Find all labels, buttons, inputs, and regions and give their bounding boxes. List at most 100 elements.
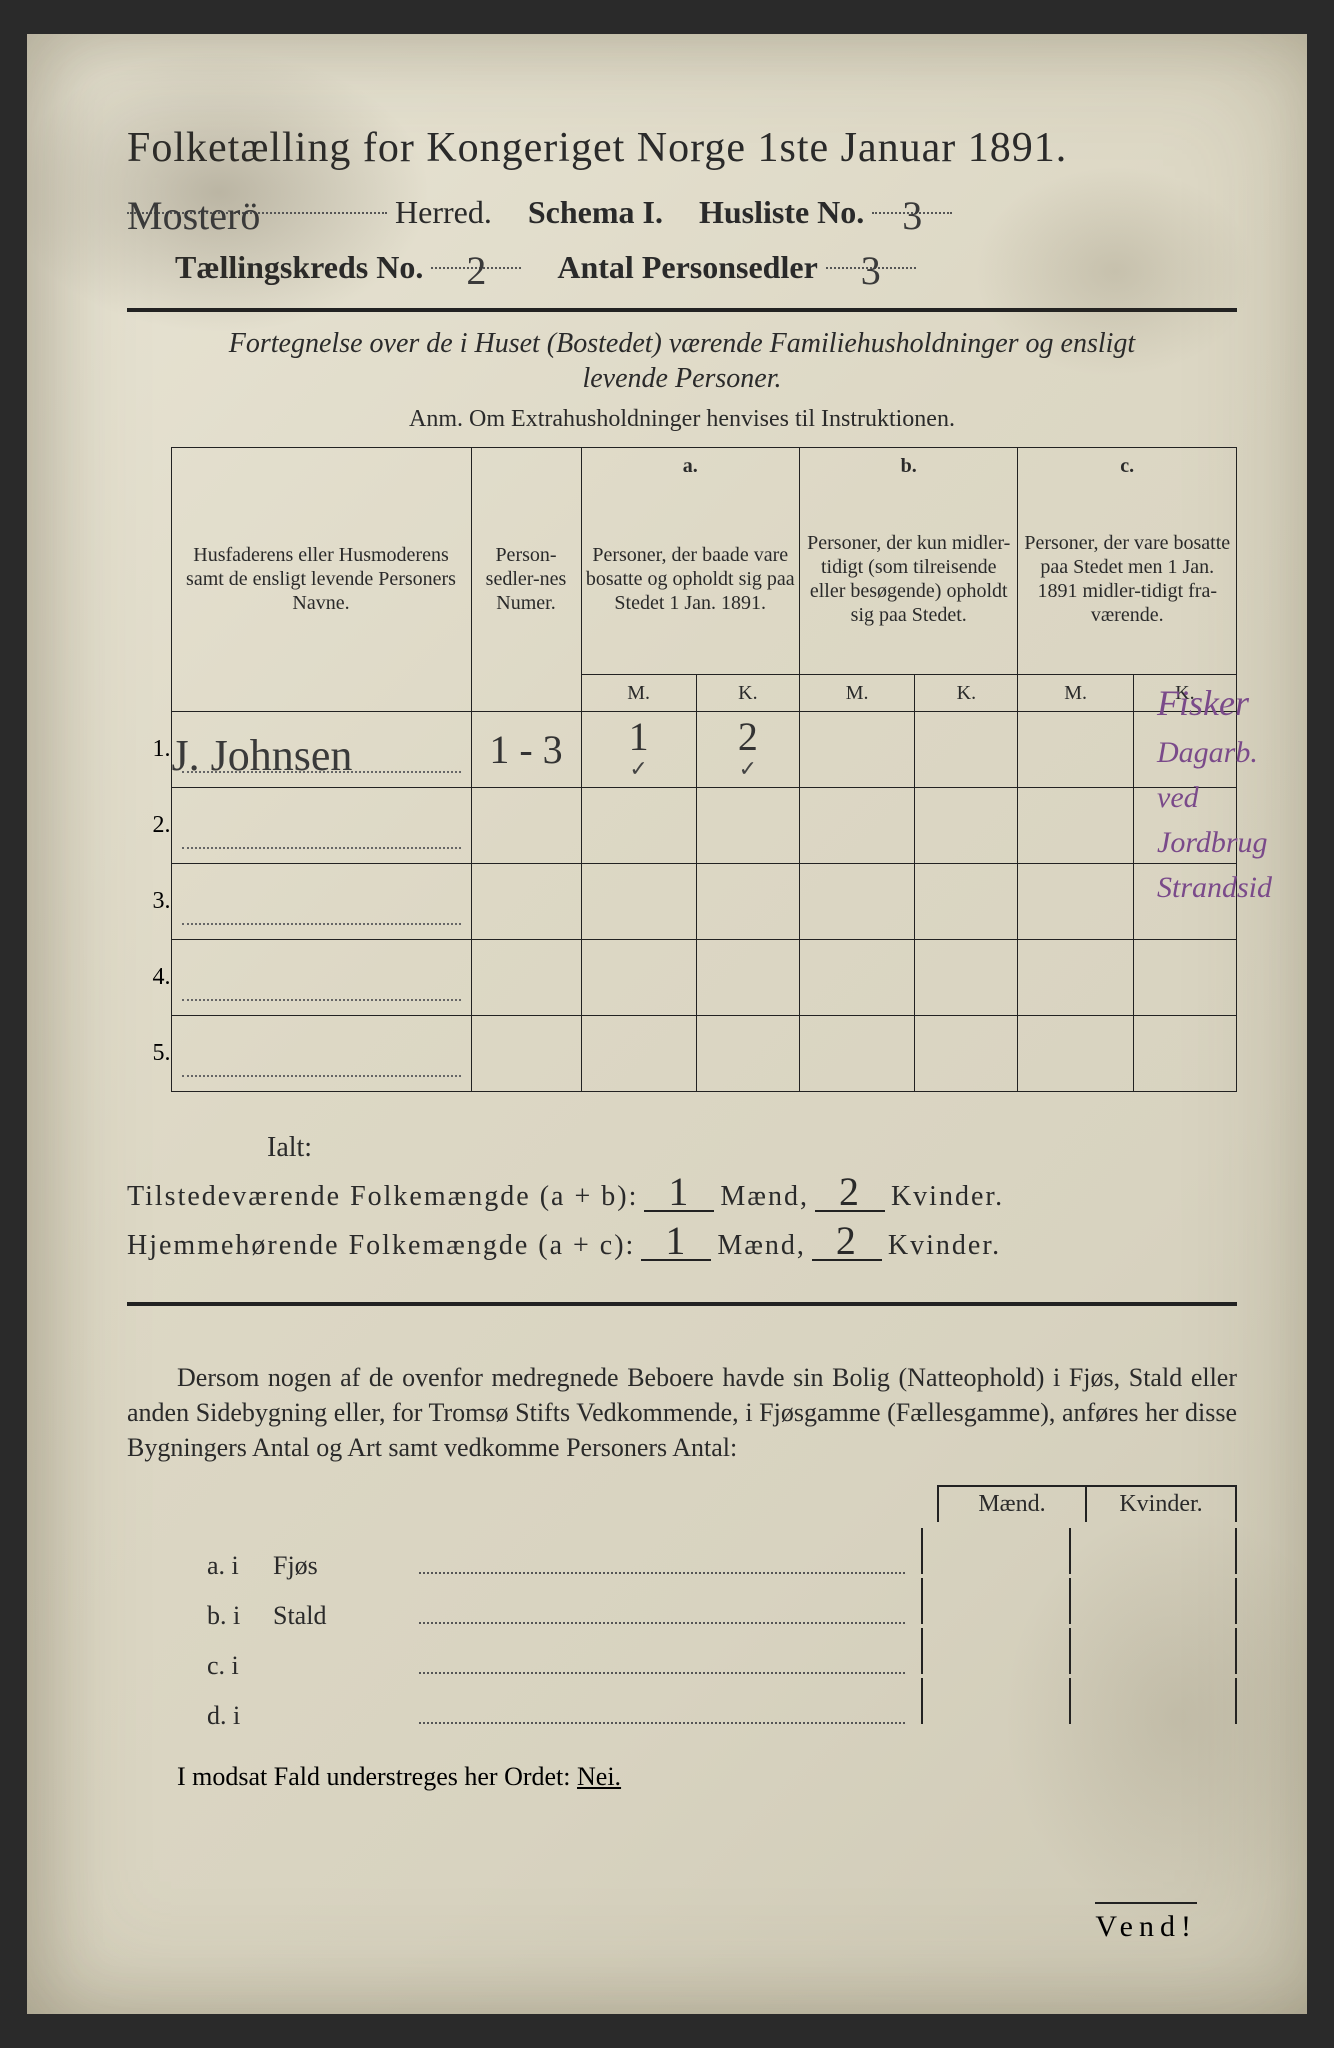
bh-maend: Mænd. [937,1485,1087,1522]
kreds-label: Tællingskreds No. [175,249,423,286]
kvinder-label: Kvinder. [891,1181,1004,1213]
vend-label: Vend! [1095,1902,1197,1944]
building-row: c. i [207,1628,1237,1678]
col-a-k: K. [696,674,799,711]
anm-note: Anm. Om Extrahusholdninger henvises til … [127,406,1237,433]
antal-label: Antal Personsedler [557,249,817,286]
col-a-m: M. [581,674,696,711]
totals-section: Ialt: Tilstedeværende Folkemængde (a + b… [127,1132,1237,1262]
building-k [1087,1628,1237,1674]
building-m [921,1578,1071,1624]
cell-ak [696,787,799,863]
name-cell [171,863,471,939]
maend-label: Mænd, [720,1181,809,1213]
header-row-2: Tællingskreds No. 2 Antal Personsedler 3 [127,241,1237,286]
building-lbl: a. i [207,1551,257,1581]
building-k [1087,1578,1237,1624]
person-numbers [471,787,581,863]
cell-ak: 2✓ [696,711,799,787]
antal-value: 3 [861,248,881,293]
cell-bk [915,863,1018,939]
cell-am [581,939,696,1015]
name-cell [171,939,471,1015]
cell-bm [799,711,914,787]
dotted-line [419,1656,905,1674]
building-m [921,1678,1071,1724]
col-names: Husfaderens eller Husmoderens samt de en… [171,448,471,712]
margin-dagarb: Dagarb. [1157,730,1287,775]
row-number: 1. [127,711,171,787]
table-row: 5. [127,1015,1237,1091]
col-c-top: c. [1018,448,1237,485]
building-k [1087,1678,1237,1724]
totals-row1-label: Tilstedeværende Folkemængde (a + b): [127,1181,638,1213]
maend-label-2: Mænd, [717,1230,806,1262]
building-header: Mænd. Kvinder. [207,1485,1237,1522]
cell-am [581,863,696,939]
col-c-m: M. [1018,674,1133,711]
building-row: b. i Stald [207,1578,1237,1628]
totals-row-2: Hjemmehørende Folkemængde (a + c): 1 Mæn… [127,1223,1237,1262]
cell-ak [696,939,799,1015]
building-lbl: c. i [207,1651,257,1681]
building-row: a. iFjøs [207,1528,1237,1578]
cell-bk [915,711,1018,787]
name-cell: J. Johnsen [171,711,471,787]
modsat-nei: Nei. [577,1762,621,1791]
col-b-k: K. [915,674,1018,711]
cell-ck [1133,1015,1236,1091]
census-table: Husfaderens eller Husmoderens samt de en… [127,447,1237,1092]
cell-cm [1018,1015,1133,1091]
cell-ak [696,1015,799,1091]
table-row: 1.J. Johnsen1 - 31✓2✓ [127,711,1237,787]
col-person: Person-sedler-nes Numer. [471,448,581,712]
bh-kvinder: Kvinder. [1087,1485,1237,1522]
dotted-line [419,1556,905,1574]
divider-2 [127,1302,1237,1306]
building-lbl: d. i [207,1701,257,1731]
cell-am: 1✓ [581,711,696,787]
cell-bm [799,939,914,1015]
building-m [921,1528,1071,1574]
name-cell [171,787,471,863]
husliste-label: Husliste No. [699,194,864,231]
building-table: Mænd. Kvinder. a. iFjøs b. i Stald c. i d. i [207,1485,1237,1728]
cell-bm [799,787,914,863]
totals-row2-label: Hjemmehørende Folkemængde (a + c): [127,1230,635,1262]
building-lbl: b. i [207,1601,257,1631]
schema-label: Schema I. [528,194,663,231]
cell-bk [915,939,1018,1015]
totals-r2m: 1 [641,1223,711,1261]
totals-r2k: 2 [812,1223,882,1261]
intro-line1: Fortegnelse over de i Huset (Bostedet) v… [229,328,1135,359]
building-type: Stald [273,1601,403,1631]
herred-value: Mosterö [127,193,260,238]
intro-line2: levende Personer. [582,363,781,394]
col-b: Personer, der kun midler-tidigt (som til… [799,484,1017,674]
row-number: 2. [127,787,171,863]
modsat-line: I modsat Fald understreges her Ordet: Ne… [127,1762,1237,1792]
cell-cm [1018,863,1133,939]
cell-bm [799,1015,914,1091]
cell-bk [915,1015,1018,1091]
census-form-page: Folketælling for Kongeriget Norge 1ste J… [27,34,1307,2014]
divider [127,308,1237,312]
ialt-label: Ialt: [267,1132,1237,1164]
person-numbers: 1 - 3 [471,711,581,787]
kvinder-label-2: Kvinder. [888,1230,1001,1262]
header-row-1: Mosterö Herred. Schema I. Husliste No. 3 [127,186,1237,231]
building-k [1087,1528,1237,1574]
table-row: 2. [127,787,1237,863]
herred-label: Herred. [395,194,492,231]
dotted-line [419,1606,905,1624]
kreds-value: 2 [466,248,486,293]
form-title: Folketælling for Kongeriget Norge 1ste J… [127,124,1237,172]
col-a-top: a. [581,448,799,485]
cell-am [581,1015,696,1091]
cell-am [581,787,696,863]
margin-annotations: Fisker Dagarb. ved Jordbrug Strandsid [1157,676,1287,910]
dotted-line [419,1706,905,1724]
totals-r1k: 2 [815,1174,885,1212]
col-a: Personer, der baade vare bosatte og opho… [581,484,799,674]
building-paragraph: Dersom nogen af de ovenfor medregnede Be… [127,1360,1237,1465]
